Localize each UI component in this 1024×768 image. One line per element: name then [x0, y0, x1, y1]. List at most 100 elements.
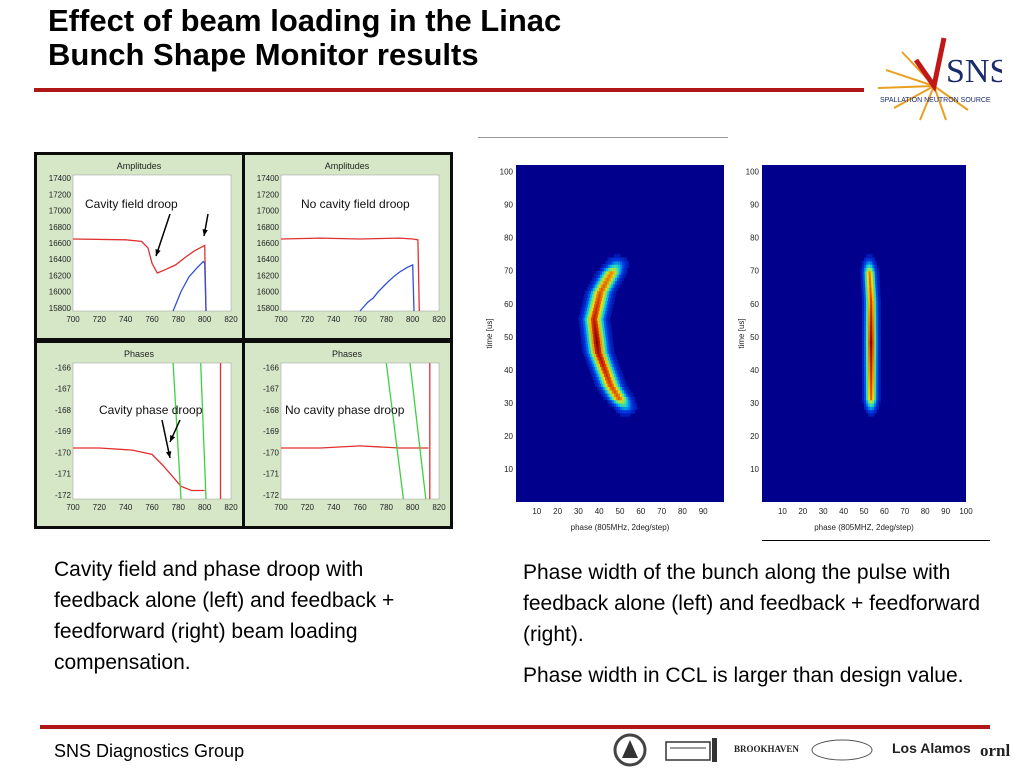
heatmap-0-cell: [622, 389, 625, 394]
heatmap-1-cell: [878, 340, 881, 344]
heatmap-1-cell: [866, 356, 869, 361]
lineplot-1-ytick-6: 16200: [257, 271, 280, 280]
lineplot-3-xtick-3: 760: [353, 503, 367, 512]
heatmap-0-cell: [615, 396, 619, 401]
lineplot-3-ytick-2: -168: [263, 406, 280, 415]
partner-brookhaven: BROOKHAVEN: [734, 744, 799, 754]
heatmap-0-cell: [601, 267, 605, 272]
heatmap-1-cell: [876, 393, 879, 397]
heatmap-0-cell: [613, 260, 617, 265]
heatmap-0-cell: [618, 267, 622, 272]
heatmap-0-cell: [622, 412, 625, 417]
heatmap-1-cell: [868, 254, 871, 259]
heatmap-1-cell: [871, 290, 875, 295]
heatmap-0-cell: [592, 326, 595, 331]
heatmap-0-cell: [634, 406, 638, 411]
heatmap-0-cell: [609, 396, 613, 401]
heatmap-0-cell: [624, 393, 627, 397]
heatmap-1-cell: [870, 313, 873, 318]
heatmap-0-cell: [583, 313, 586, 318]
heatmap-0-cell: [608, 340, 612, 344]
heatmap-1-xtick-2: 30: [819, 507, 828, 516]
heatmap-1-cell: [865, 287, 868, 292]
lineplot-3-arrowhead: [170, 435, 176, 442]
heatmap-0-cell: [620, 396, 623, 401]
heatmap-0-cell: [607, 389, 611, 394]
heatmap-0-cell: [607, 290, 611, 295]
heatmap-1-cell: [874, 307, 877, 311]
heatmap-0-cell: [605, 307, 609, 311]
lineplot-1-ytick-5: 16400: [257, 255, 280, 264]
heatmap-0-cell: [596, 293, 599, 298]
heatmap-1-cell: [878, 326, 881, 331]
heatmap-1-cell: [876, 340, 879, 344]
heatmap-0-cell: [609, 310, 612, 315]
heatmap-0-cell: [611, 260, 615, 265]
heatmap-1-cell: [868, 363, 871, 368]
heatmap-0-cell: [612, 379, 616, 384]
heatmap-1-cell: [878, 376, 881, 381]
heatmap-0-cell: [600, 369, 604, 374]
lineplot-0-arrowhead: [155, 249, 161, 256]
heatmap-1-cell: [862, 330, 865, 335]
heatmap-0-cell: [582, 317, 586, 321]
heatmap-0-cell: [610, 353, 614, 358]
heatmap-1-cell: [870, 323, 873, 328]
heatmap-1-cell: [873, 277, 876, 282]
heatmap-0-cell: [601, 287, 604, 292]
heatmap-1-cell: [868, 307, 871, 311]
heatmap-1-cell: [862, 300, 865, 305]
heatmap-0-cell: [615, 369, 618, 374]
heatmap-0-cell: [603, 336, 607, 341]
lineplot-3-ytick-5: -171: [263, 470, 280, 479]
heatmap-0-cell: [600, 363, 603, 368]
heatmap-0-cell: [609, 287, 613, 292]
heatmap-0-cell: [609, 300, 612, 305]
heatmap-0-cell: [616, 274, 620, 278]
heatmap-0-cell: [596, 376, 600, 381]
heatmap-0-cell: [587, 313, 591, 318]
heatmap-0-cell: [609, 257, 613, 262]
heatmap-0-cell: [608, 280, 612, 285]
heatmap-0-cell: [595, 297, 599, 302]
heatmap-0-cell: [609, 402, 613, 407]
heatmap-1-cell: [869, 293, 873, 298]
heatmap-0-cell: [606, 303, 610, 308]
heatmap-1-cell: [870, 399, 873, 404]
heatmap-0-cell: [593, 350, 596, 354]
heatmap-0-cell: [581, 340, 584, 344]
heatmap-1-cell: [872, 353, 875, 358]
lineplot-2-series-0: [73, 447, 205, 492]
heatmap-0-cell: [583, 336, 586, 341]
heatmap-1-cell: [862, 369, 865, 374]
heatmap-0-cell: [595, 336, 599, 341]
heatmap-1-cell: [862, 383, 865, 387]
heatmap-0-cell: [588, 317, 592, 321]
heatmap-0-cell: [606, 280, 610, 285]
heatmap-1-cell: [866, 270, 870, 275]
heatmap-0-cell: [617, 376, 621, 381]
heatmap-0-cell: [606, 326, 610, 331]
heatmap-1-cell: [869, 287, 872, 292]
heatmap-1-cell: [869, 283, 872, 288]
heatmap-0-cell: [591, 336, 594, 341]
heatmap-1-cell: [866, 336, 869, 341]
heatmap-1-cell: [870, 383, 873, 387]
heatmap-0-cell: [614, 264, 617, 268]
heatmap-0-cell: [626, 399, 629, 404]
heatmap-1-cell: [862, 346, 865, 351]
lineplot-0-xtick-5: 800: [198, 315, 212, 324]
logo-text: SNS: [946, 53, 1002, 90]
heatmap-0-cell: [591, 297, 595, 302]
heatmap-1-cell: [869, 280, 872, 285]
heatmap-0-cell: [582, 330, 585, 335]
heatmap-0-cell: [605, 383, 609, 387]
lineplot-2-xtick-1: 720: [93, 503, 107, 512]
heatmap-0-cell: [605, 396, 609, 401]
heatmap-0-cell: [605, 366, 609, 371]
heatmap-0-cell: [607, 386, 611, 391]
heatmap-0-cell: [613, 287, 617, 292]
heatmap-1-cell: [866, 333, 869, 338]
heatmap-0-cell: [628, 389, 631, 394]
heatmap-0-cell: [603, 333, 607, 338]
